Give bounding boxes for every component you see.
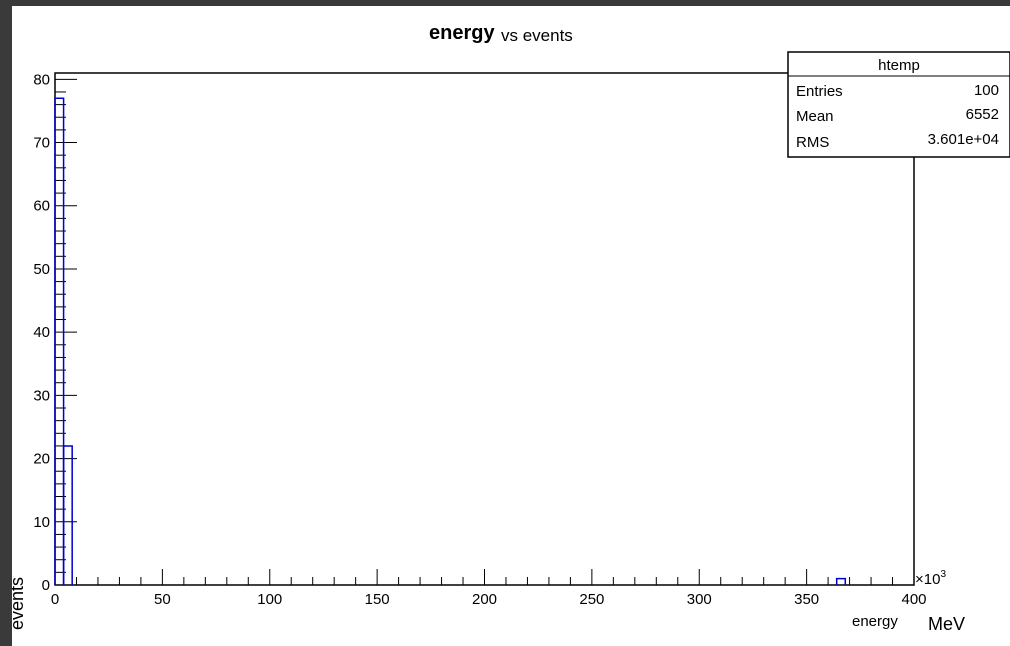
stats-box: htemp Entries 100 Mean 6552 RMS 3.601e+0… bbox=[787, 51, 1010, 158]
stats-entries-value: 100 bbox=[974, 82, 999, 99]
x-axis: 0 50 100 150 200 250 300 350 400 bbox=[51, 569, 927, 608]
stats-box-frame bbox=[787, 51, 1010, 158]
y-tick-label: 70 bbox=[33, 135, 50, 152]
chart-title-main: energy bbox=[429, 22, 495, 44]
histogram-bins bbox=[54, 97, 847, 585]
x-tick-label: 350 bbox=[794, 591, 819, 608]
histogram-bin-0 bbox=[54, 97, 65, 585]
x-axis-unit: MeV bbox=[928, 614, 965, 634]
chart-title-sub: vs events bbox=[501, 26, 573, 45]
y-tick-label: 80 bbox=[33, 71, 50, 88]
x-tick-label: 150 bbox=[365, 591, 390, 608]
stats-box-title: htemp bbox=[878, 57, 920, 74]
y-axis-label: events bbox=[12, 577, 27, 630]
stats-mean-value: 6552 bbox=[966, 106, 999, 123]
x-tick-label: 400 bbox=[901, 591, 926, 608]
stats-entries-label: Entries bbox=[796, 83, 843, 100]
y-tick-label: 20 bbox=[33, 451, 50, 468]
x-tick-label: 200 bbox=[472, 591, 497, 608]
x-tick-label: 0 bbox=[51, 591, 59, 608]
y-tick-label: 10 bbox=[33, 514, 50, 531]
plot-frame bbox=[54, 72, 915, 586]
stats-rms-value: 3.601e+04 bbox=[928, 131, 999, 148]
y-tick-label: 50 bbox=[33, 261, 50, 278]
y-tick-label: 40 bbox=[33, 324, 50, 341]
stats-mean-label: Mean bbox=[796, 108, 834, 125]
histogram-chart: energy vs events 0 10 20 30 40 50 60 70 80 0 50 10… bbox=[12, 22, 1010, 634]
y-tick-label: 30 bbox=[33, 387, 50, 404]
histogram-bin-2 bbox=[835, 577, 847, 585]
x-tick-label: 300 bbox=[687, 591, 712, 608]
x-tick-label: 50 bbox=[154, 591, 171, 608]
x-axis-label: energy bbox=[852, 613, 898, 630]
x-tick-label: 250 bbox=[579, 591, 604, 608]
x-tick-label: 100 bbox=[257, 591, 282, 608]
plot-canvas: energy vs events 0 10 20 30 40 50 60 70 80 0 50 10… bbox=[12, 6, 1010, 646]
y-tick-label: 0 bbox=[42, 577, 50, 594]
histogram-bin-1 bbox=[62, 445, 73, 585]
y-tick-label: 60 bbox=[33, 198, 50, 215]
x-exponent-label: ×103 bbox=[915, 569, 946, 588]
stats-rms-label: RMS bbox=[796, 134, 829, 151]
